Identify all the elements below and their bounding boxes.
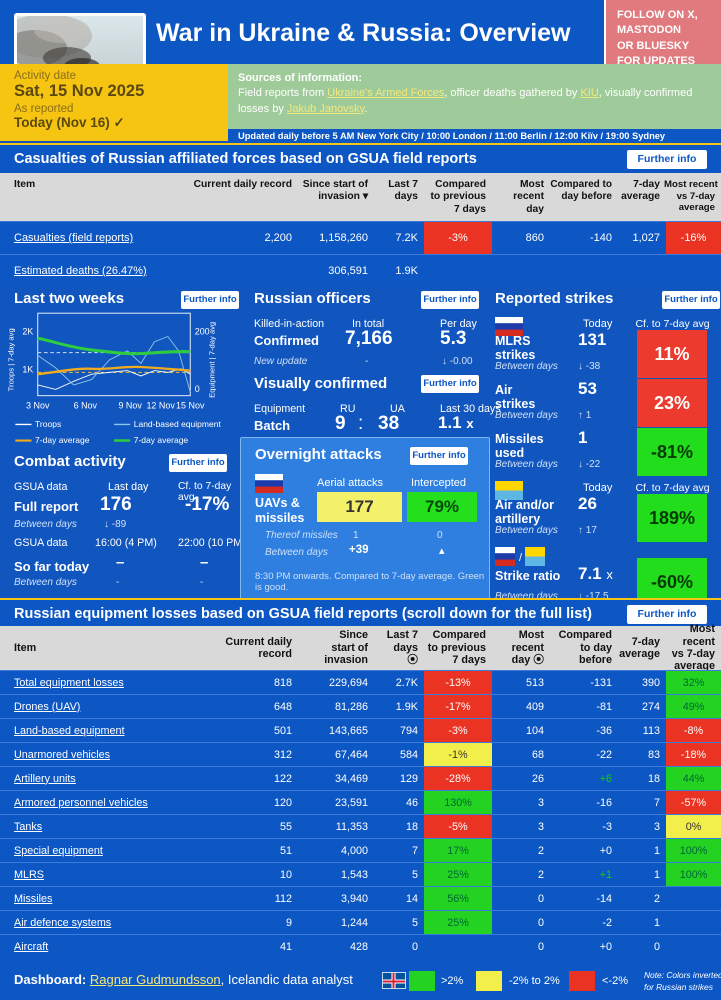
svg-text:/: / [519, 552, 523, 564]
